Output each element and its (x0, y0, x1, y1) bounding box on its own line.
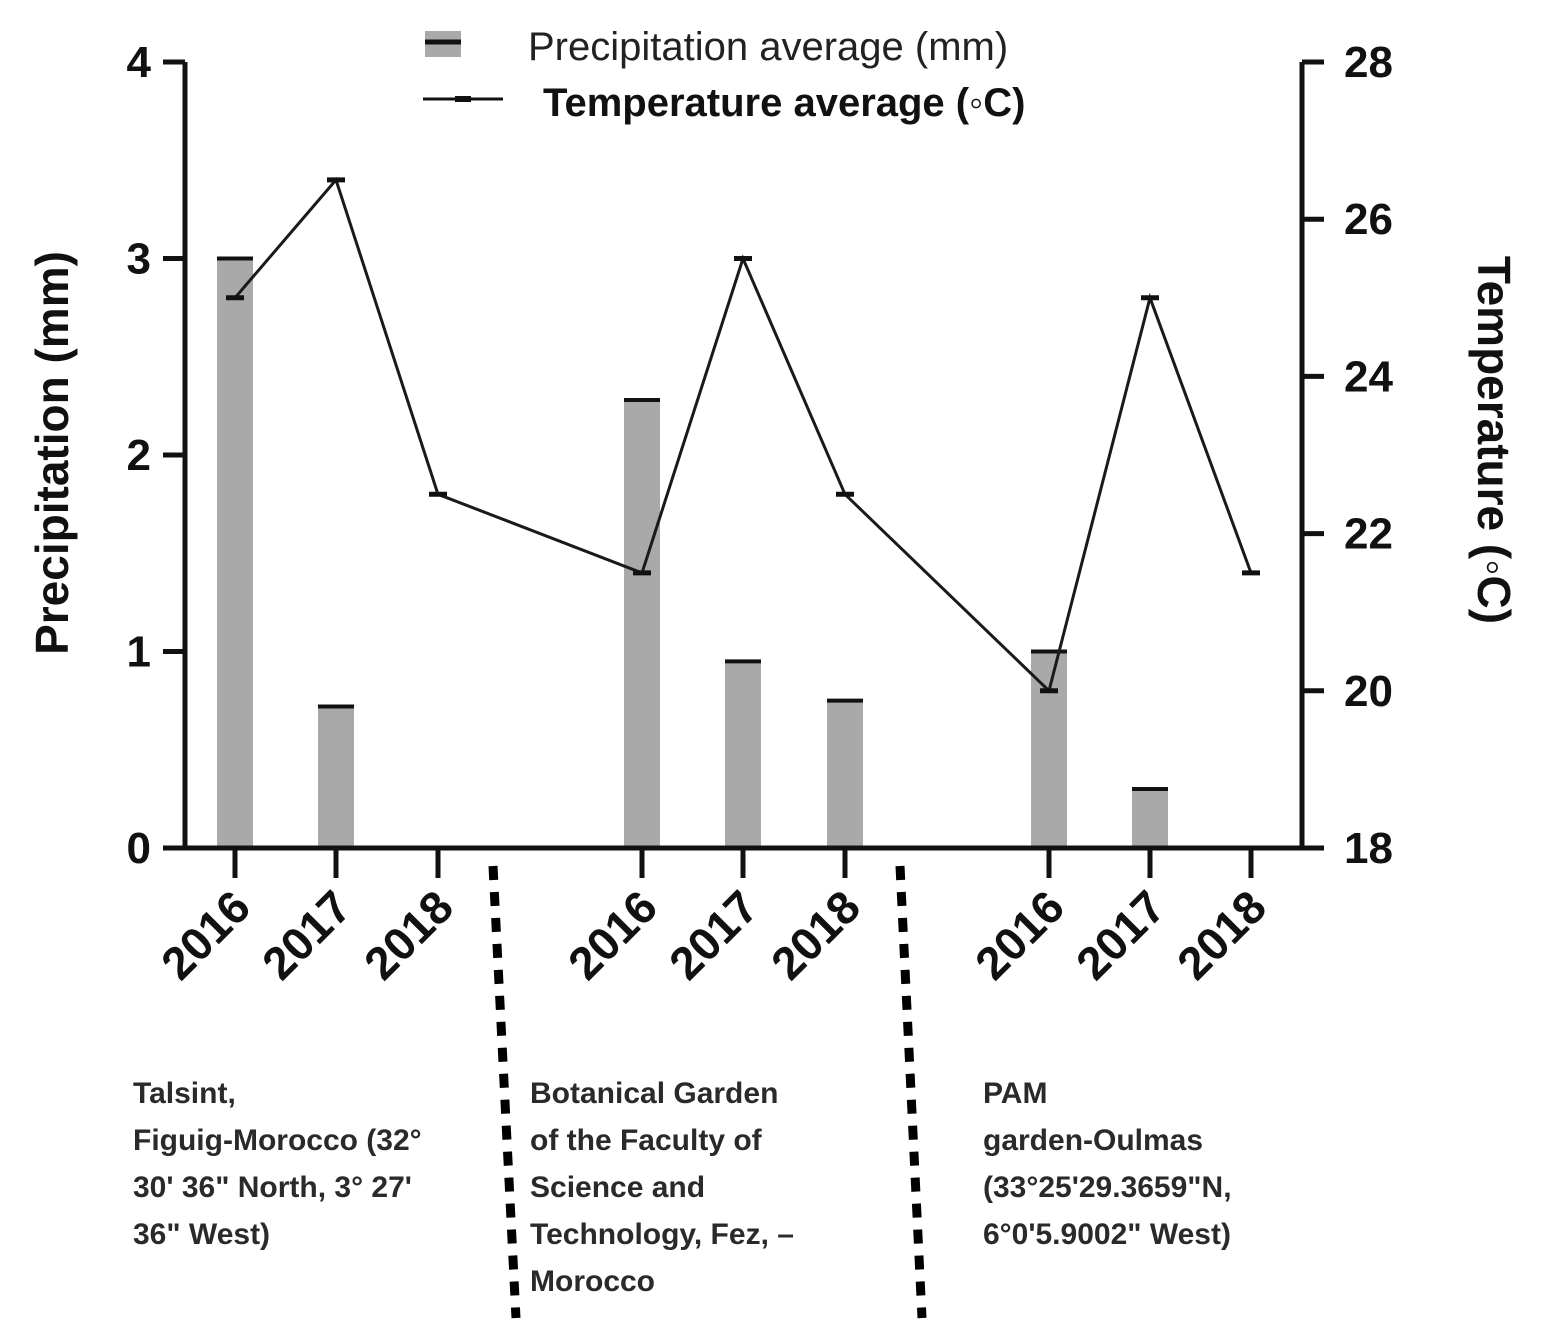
precipitation-bar (217, 258, 253, 848)
y-tick-label-left: 4 (127, 38, 152, 87)
site-label-fez-botanical-garden: Botanical Garden of the Faculty of Scien… (530, 1077, 794, 1298)
precipitation-bar (318, 706, 354, 848)
precipitation-bar (827, 700, 863, 848)
y-tick-label-right: 18 (1344, 824, 1393, 873)
bars (217, 256, 1168, 848)
precipitation-bar (1132, 789, 1168, 848)
x-tick-label: 2016 (151, 880, 260, 989)
x-tick-label: 2018 (1167, 880, 1276, 989)
y-tick-label-right: 20 (1344, 667, 1393, 716)
y-axis-right-title: Temperature (◦C) (1468, 256, 1520, 624)
site-label-talsint: Talsint, Figuig-Morocco (32° 30' 36" Nor… (133, 1077, 422, 1251)
x-tick-label: 2016 (965, 880, 1074, 989)
y-tick-label-right: 22 (1344, 510, 1393, 559)
legend: Precipitation average (mm) Temperature a… (423, 25, 1026, 125)
y-tick-label-left: 2 (127, 431, 151, 480)
y-axis-left-title: Precipitation (mm) (26, 251, 78, 655)
y-tick-label-left: 1 (127, 628, 151, 677)
x-tick-label: 2017 (252, 880, 361, 989)
y-tick-label-right: 26 (1344, 195, 1393, 244)
group-separators (488, 865, 927, 1319)
x-tick-label: 2018 (761, 880, 870, 989)
x-tick-label: 2016 (558, 880, 667, 989)
y-tick-label-left: 3 (127, 235, 151, 284)
precipitation-bar (1031, 651, 1067, 848)
group-separator (895, 865, 927, 1319)
y-tick-label-right: 24 (1344, 352, 1393, 401)
precipitation-bar (725, 661, 761, 848)
y-tick-label-left: 0 (127, 824, 151, 873)
legend-precipitation-label: Precipitation average (mm) (528, 25, 1008, 69)
x-tick-label: 2017 (659, 880, 768, 989)
y-tick-label-right: 28 (1344, 38, 1393, 87)
legend-temperature-label: Temperature average (◦C) (543, 81, 1026, 125)
x-tick-label: 2017 (1066, 880, 1175, 989)
site-label-pam-garden-oulmas: PAM garden-Oulmas (33°25'29.3659"N, 6°0'… (983, 1077, 1232, 1251)
group-separator (488, 865, 521, 1319)
axes: 0 1 2 3 4 18 20 22 24 26 28 (127, 38, 1393, 878)
precipitation-bar (624, 399, 660, 848)
temperature-line-layer (226, 176, 1260, 694)
x-tick-label: 2018 (354, 880, 463, 989)
